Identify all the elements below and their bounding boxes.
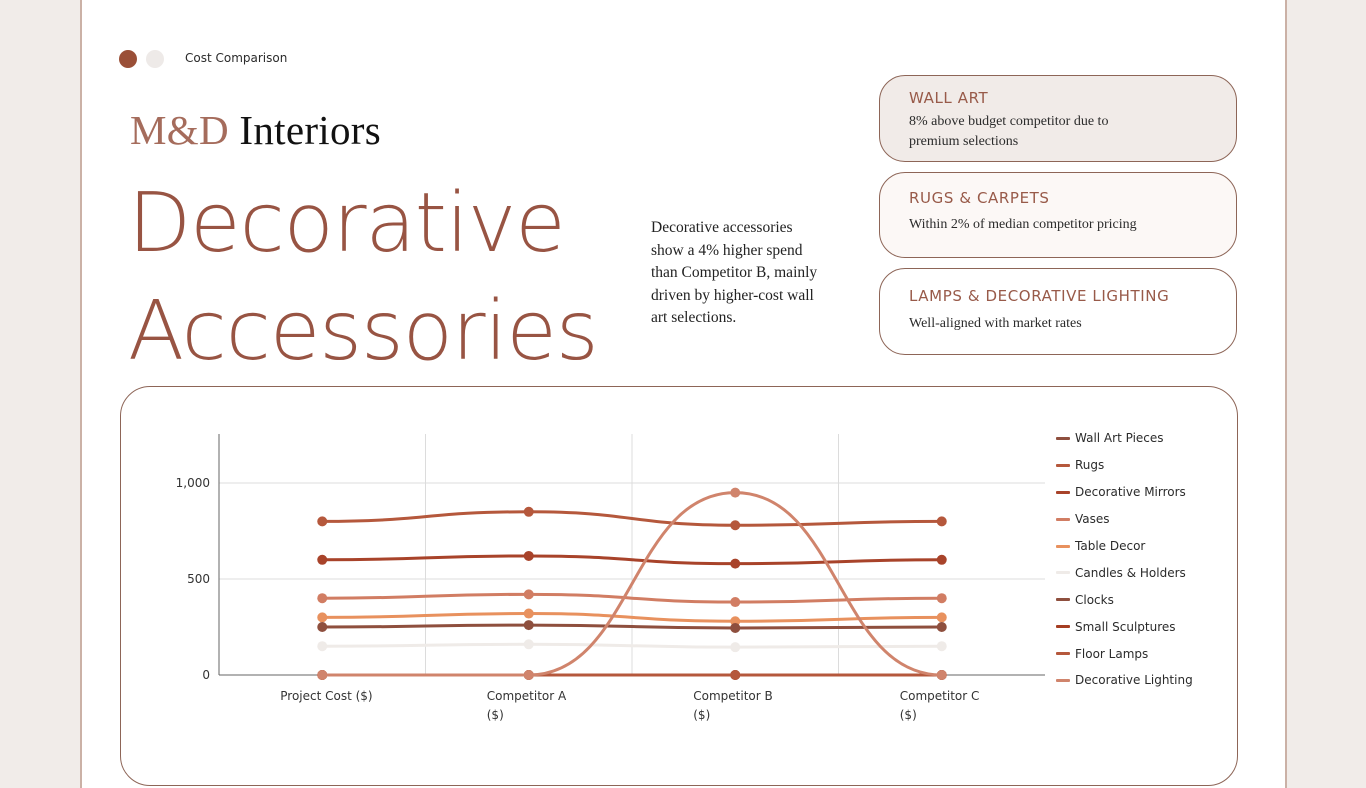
x-tick-label: ($) (487, 708, 504, 722)
insight-card-rugs: RUGS & CARPETS Within 2% of median compe… (879, 172, 1237, 258)
series-line[interactable] (320, 491, 944, 677)
section-label: Cost Comparison (185, 51, 288, 65)
data-point[interactable] (936, 612, 947, 623)
legend-label: Vases (1075, 512, 1110, 527)
data-point[interactable] (317, 554, 328, 565)
card-body: Well-aligned with market rates (909, 316, 1082, 331)
legend-item[interactable]: Decorative Mirrors (1056, 479, 1193, 506)
legend-item[interactable]: Vases (1056, 506, 1193, 533)
pager-dot-inactive[interactable] (146, 50, 164, 68)
pager-dot-active[interactable] (119, 50, 137, 68)
brand-name-part2: Interiors (228, 107, 382, 153)
data-point[interactable] (936, 622, 947, 632)
data-point[interactable] (523, 670, 534, 680)
y-tick-label: 500 (187, 572, 210, 586)
legend-item[interactable]: Table Decor (1056, 533, 1193, 560)
data-point[interactable] (523, 550, 534, 561)
page-title: Decorative Accessories (128, 170, 599, 386)
page-title-line2: Accessories (128, 284, 599, 379)
legend-swatch-icon (1056, 652, 1070, 656)
x-tick-label: Competitor B (693, 689, 772, 703)
data-point[interactable] (317, 622, 328, 632)
data-point[interactable] (730, 520, 741, 531)
legend-swatch-icon (1056, 517, 1070, 521)
legend-swatch-icon (1056, 490, 1070, 494)
x-tick-label: Competitor C (900, 689, 980, 703)
card-body: 8% above budget competitor due to premiu… (909, 114, 1109, 149)
legend-label: Candles & Holders (1075, 565, 1186, 580)
series-line[interactable] (320, 642, 944, 649)
legend-label: Table Decor (1075, 539, 1146, 553)
data-point[interactable] (317, 641, 328, 652)
card-title: LAMPS & DECORATIVE LIGHTING (909, 287, 1170, 305)
legend-item[interactable]: Rugs (1056, 452, 1193, 479)
legend-item[interactable]: Wall Art Pieces (1056, 425, 1193, 452)
legend-item[interactable]: Floor Lamps (1056, 640, 1193, 667)
series-line[interactable] (320, 510, 944, 527)
data-point[interactable] (523, 620, 534, 631)
legend-label: Wall Art Pieces (1075, 431, 1164, 446)
legend-label: Decorative Lighting (1075, 673, 1193, 688)
data-point[interactable] (317, 593, 328, 604)
legend-swatch-icon (1056, 571, 1070, 575)
legend-swatch-icon (1056, 463, 1070, 467)
data-point[interactable] (936, 554, 947, 565)
legend-label: Rugs (1075, 458, 1105, 473)
data-point[interactable] (936, 516, 947, 527)
summary-text: Decorative accessories show a 4% higher … (651, 219, 818, 326)
series-line[interactable] (320, 592, 944, 604)
x-tick-label: Project Cost ($) (280, 689, 372, 703)
page-title-line1: Decorative (128, 176, 566, 271)
brand-logo: M&D Interiors (130, 106, 381, 154)
legend-label: Floor Lamps (1075, 646, 1149, 661)
data-point[interactable] (730, 558, 741, 569)
series-line[interactable] (320, 612, 944, 623)
x-tick-label: ($) (900, 708, 917, 722)
legend-swatch-icon (1056, 625, 1070, 629)
legend-label: Small Sculptures (1075, 619, 1176, 634)
legend-swatch-icon (1056, 436, 1070, 440)
data-point[interactable] (730, 622, 741, 633)
card-body: Within 2% of median competitor pricing (909, 217, 1137, 232)
card-title: RUGS & CARPETS (909, 189, 1050, 207)
y-tick-label: 0 (202, 668, 210, 682)
card-title: WALL ART (909, 89, 989, 107)
line-chart: 0 500 1,000 Project Cost ($) Competitor A ($)… (176, 434, 1045, 722)
data-point[interactable] (730, 642, 741, 653)
insight-card-wall-art: WALL ART 8% above budget competitor due … (879, 75, 1237, 162)
legend-item[interactable]: Decorative Lighting (1056, 667, 1193, 694)
legend-item[interactable]: Small Sculptures (1056, 613, 1193, 640)
legend-item[interactable]: Clocks (1056, 586, 1193, 613)
y-tick-label: 1,000 (176, 476, 210, 490)
chart-panel (120, 386, 1238, 786)
data-point[interactable] (730, 597, 741, 608)
data-point[interactable] (936, 670, 947, 680)
data-point[interactable] (523, 639, 534, 650)
x-tick-label: Competitor A (487, 689, 567, 703)
data-point[interactable] (523, 506, 534, 517)
legend-swatch-icon (1056, 544, 1070, 548)
brand-name-part1: M&D (130, 107, 229, 153)
insight-card-lamps: LAMPS & DECORATIVE LIGHTING Well-aligned… (879, 268, 1237, 355)
chart-legend: Wall Art Pieces Rugs Decorative Mirrors Vas… (1056, 425, 1193, 694)
data-point[interactable] (317, 516, 328, 527)
data-point[interactable] (936, 593, 947, 604)
data-point[interactable] (730, 670, 741, 680)
legend-swatch-icon (1056, 598, 1070, 602)
pager-dots (119, 50, 164, 68)
data-point[interactable] (523, 589, 534, 600)
x-tick-label: ($) (693, 708, 710, 722)
data-point[interactable] (317, 612, 328, 623)
legend-swatch-icon (1056, 678, 1070, 682)
data-point[interactable] (523, 608, 534, 619)
legend-item[interactable]: Candles & Holders (1056, 559, 1193, 586)
data-point[interactable] (317, 670, 328, 680)
data-point[interactable] (730, 487, 741, 498)
series-line[interactable] (320, 623, 944, 630)
data-point[interactable] (936, 641, 947, 652)
series-line[interactable] (320, 554, 944, 566)
legend-label: Clocks (1075, 592, 1114, 607)
legend-label: Decorative Mirrors (1075, 485, 1186, 500)
